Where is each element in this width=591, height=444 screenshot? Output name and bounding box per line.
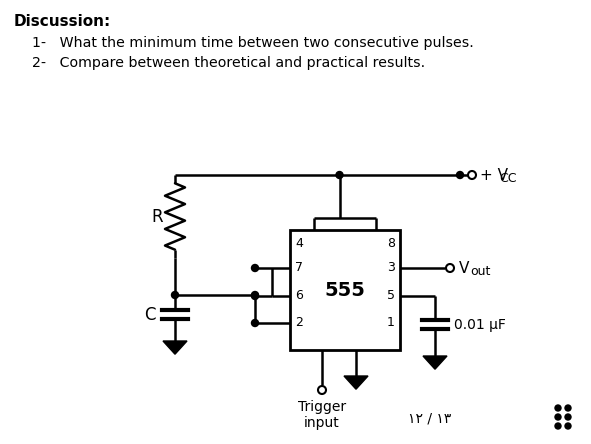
Polygon shape xyxy=(423,356,447,369)
Text: + V: + V xyxy=(480,167,508,182)
Circle shape xyxy=(565,423,571,429)
Text: CC: CC xyxy=(499,171,517,185)
Circle shape xyxy=(565,405,571,411)
Text: 6: 6 xyxy=(295,289,303,301)
Circle shape xyxy=(252,265,258,271)
Polygon shape xyxy=(344,376,368,389)
Circle shape xyxy=(555,423,561,429)
Text: 3: 3 xyxy=(387,261,395,274)
Bar xyxy=(290,230,400,350)
Text: C: C xyxy=(145,305,156,324)
Text: 5: 5 xyxy=(387,289,395,301)
Circle shape xyxy=(336,171,343,178)
Text: 0.01 μF: 0.01 μF xyxy=(454,317,506,332)
Text: Trigger
input: Trigger input xyxy=(298,400,346,430)
Text: 1: 1 xyxy=(387,316,395,329)
Circle shape xyxy=(555,414,561,420)
Circle shape xyxy=(171,292,178,298)
Circle shape xyxy=(252,320,258,326)
Text: 2: 2 xyxy=(295,316,303,329)
Circle shape xyxy=(456,171,463,178)
Polygon shape xyxy=(163,341,187,354)
Circle shape xyxy=(252,292,258,298)
Text: 7: 7 xyxy=(295,261,303,274)
Circle shape xyxy=(555,405,561,411)
Text: out: out xyxy=(470,265,491,278)
Text: 1-   What the minimum time between two consecutive pulses.: 1- What the minimum time between two con… xyxy=(32,36,474,50)
Text: V: V xyxy=(459,261,469,275)
Text: 2-   Compare between theoretical and practical results.: 2- Compare between theoretical and pract… xyxy=(32,56,425,70)
Text: 4: 4 xyxy=(295,237,303,250)
Text: 8: 8 xyxy=(387,237,395,250)
Text: ۱۲ / ۱۳: ۱۲ / ۱۳ xyxy=(408,411,452,425)
Text: R: R xyxy=(151,207,163,226)
Circle shape xyxy=(565,414,571,420)
Text: 555: 555 xyxy=(324,281,365,300)
Circle shape xyxy=(252,293,258,300)
Text: Discussion:: Discussion: xyxy=(14,14,111,29)
